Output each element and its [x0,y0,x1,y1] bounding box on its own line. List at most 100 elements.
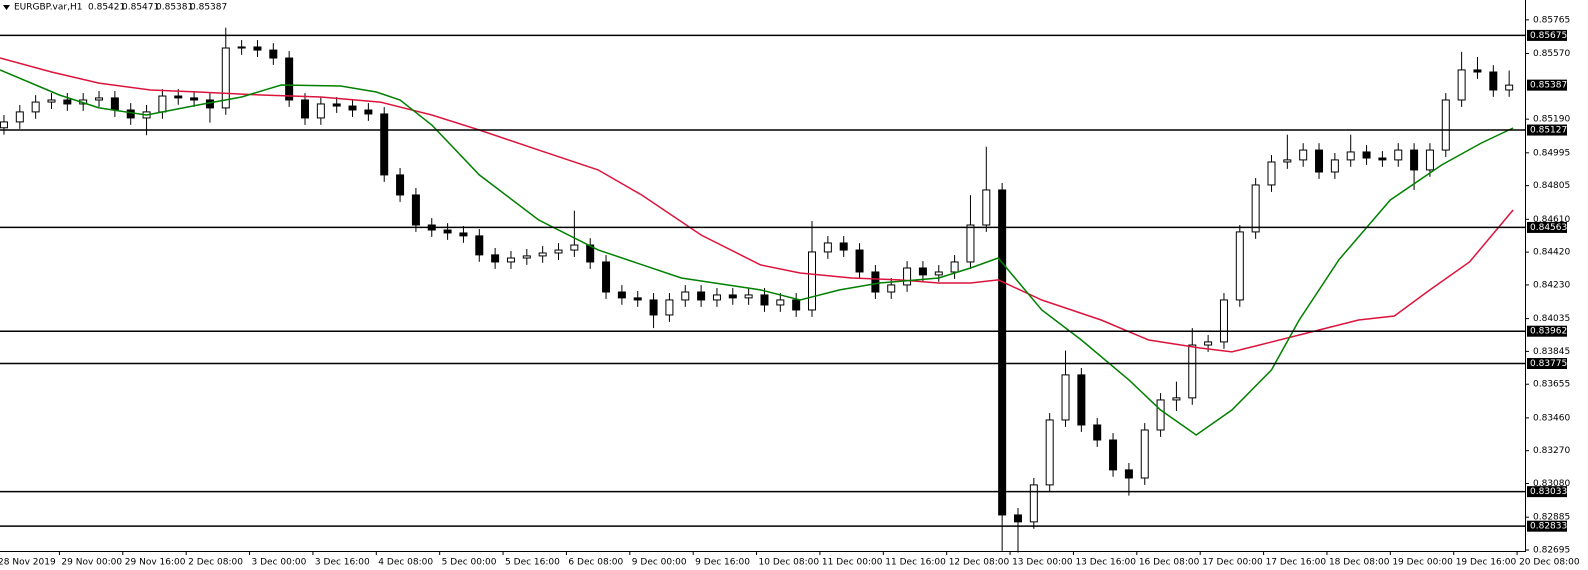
x-tick-label: 19 Dec 00:00 [1392,558,1453,568]
y-tick-label: 0.84805 [1533,181,1570,191]
y-tick-label: 0.83460 [1533,413,1570,423]
candle-body [190,97,199,101]
candle-body [1140,429,1149,479]
x-tick-label: 9 Dec 16:00 [695,558,750,568]
x-tick-label: 11 Dec 16:00 [885,558,946,568]
y-tick-label: 0.85190 [1533,115,1570,125]
low-price: 0.85381 [156,3,193,13]
level-label: 0.84563 [1530,223,1567,233]
candle-body [649,299,658,316]
level-label: 0.83033 [1530,487,1567,497]
candle-body [332,103,341,107]
candle-body [1251,184,1260,233]
candle-body [1219,299,1228,343]
x-tick-label: 28 Nov 2019 [0,558,56,568]
candle-body [237,46,246,49]
x-tick-label: 6 Dec 08:00 [568,558,623,568]
y-tick-label: 0.84420 [1533,248,1570,258]
candle-body [681,291,690,301]
candle-body [1410,149,1419,171]
x-tick-label: 12 Dec 08:00 [949,558,1010,568]
candle-body [554,249,563,254]
candle-body [1204,341,1213,346]
high-price: 0.85471 [122,3,159,13]
candle-body [760,294,769,306]
candle-body [301,99,309,119]
x-tick-label: 3 Dec 00:00 [252,558,307,568]
y-tick-label: 0.84230 [1533,280,1570,290]
candle-body [633,297,642,301]
level-label: 0.83962 [1530,327,1567,337]
open-price: 0.85421 [88,3,125,13]
candle-body [1378,157,1387,161]
y-tick-label: 0.83845 [1533,347,1570,357]
candle-body [1077,374,1086,426]
x-tick-label: 18 Dec 08:00 [1329,558,1390,568]
y-tick-label: 0.84995 [1533,148,1570,158]
candle-body [982,189,991,226]
y-tick-label: 0.82885 [1533,513,1570,523]
candle-body [792,299,801,311]
candle-body [871,271,880,293]
candle-body [1473,69,1482,73]
candle-body [95,97,104,101]
candle-body [110,97,119,111]
candle-body [348,105,357,111]
level-label-box [1527,124,1567,136]
candle-body [1093,424,1102,441]
x-tick-label: 19 Dec 16:00 [1456,558,1517,568]
current-price-label: 0.85387 [1530,81,1567,91]
candle-body [0,121,8,129]
candle-body [1156,399,1165,431]
y-tick-label: 0.83655 [1533,380,1570,390]
level-label-box [1527,520,1567,532]
x-tick-label: 13 Dec 00:00 [1012,558,1073,568]
x-tick-label: 11 Dec 00:00 [822,558,883,568]
x-tick-label: 13 Dec 16:00 [1075,558,1136,568]
candle-body [411,194,420,226]
candle-body [253,46,262,51]
candle-body [15,111,24,123]
candle-body [728,294,737,299]
candle-body [1045,419,1054,486]
candle-body [1299,149,1308,161]
candle-body [665,299,674,316]
candle-body [316,103,325,119]
level-label-box [1527,325,1567,337]
candle-body [1267,161,1276,186]
candle-body [126,109,135,119]
x-tick-label: 16 Dec 08:00 [1139,558,1200,568]
candle-body [522,255,531,259]
candle-body [1362,151,1371,159]
current-price-box [1527,79,1567,91]
candle-body [1124,469,1133,479]
y-tick-label: 0.83270 [1533,446,1570,456]
level-label: 0.82833 [1530,522,1567,532]
candle-body [1330,159,1339,173]
candle-body [31,101,40,113]
level-label-box [1527,486,1567,498]
x-tick-label: 5 Dec 00:00 [442,558,497,568]
menu-triangle [3,5,10,10]
candle-body [1283,159,1292,163]
candle-body [459,232,468,237]
candle-body [506,257,515,263]
candle-body [918,267,927,276]
candle-body [586,244,595,263]
y-tick-label: 0.82695 [1533,546,1570,556]
candle-body [1172,397,1181,401]
y-tick-label: 0.85570 [1533,49,1570,59]
candle-body [697,291,706,301]
moving-average [0,69,1514,436]
candle-body [1457,69,1466,101]
candle-body [1109,439,1118,471]
candle-body [1425,149,1434,171]
candle-body [903,267,912,286]
candle-body [887,284,896,293]
candle-body [538,252,547,257]
candle-body [174,95,183,99]
candle-body [1029,484,1038,523]
candle-body [617,291,626,299]
